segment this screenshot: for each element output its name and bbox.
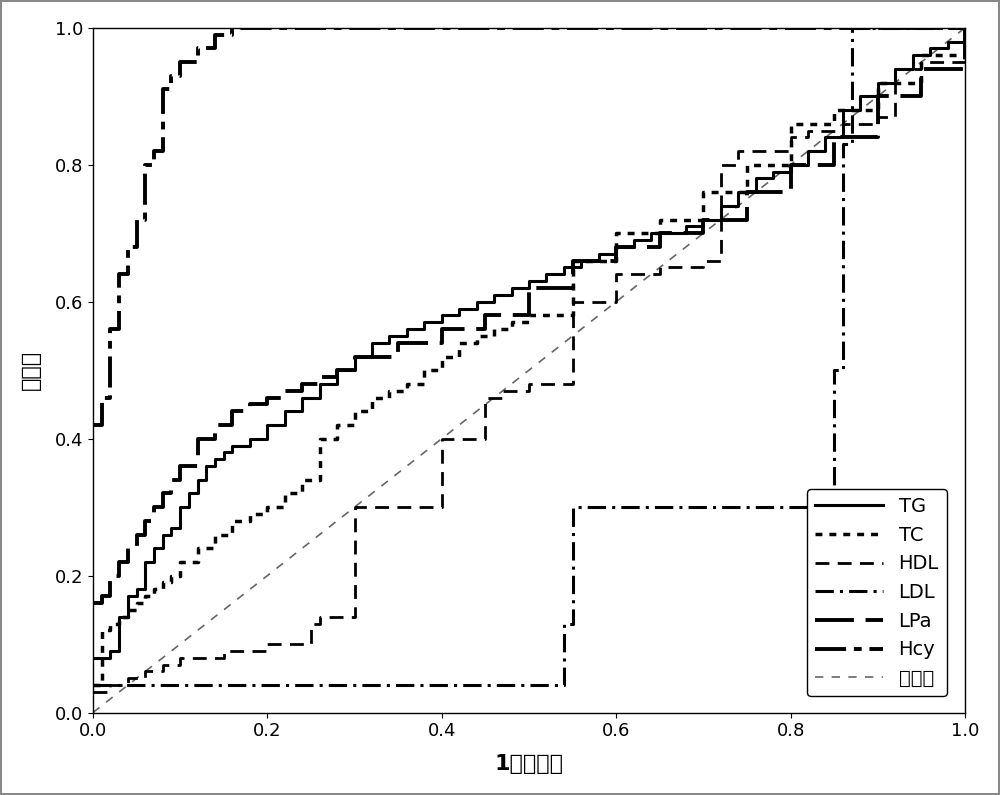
Y-axis label: 敏感性: 敏感性 [21,350,41,390]
Legend: TG, TC, HDL, LDL, LPa, Hcy, 参考线: TG, TC, HDL, LDL, LPa, Hcy, 参考线 [807,489,947,696]
X-axis label: 1－特异性: 1－特异性 [494,754,563,774]
